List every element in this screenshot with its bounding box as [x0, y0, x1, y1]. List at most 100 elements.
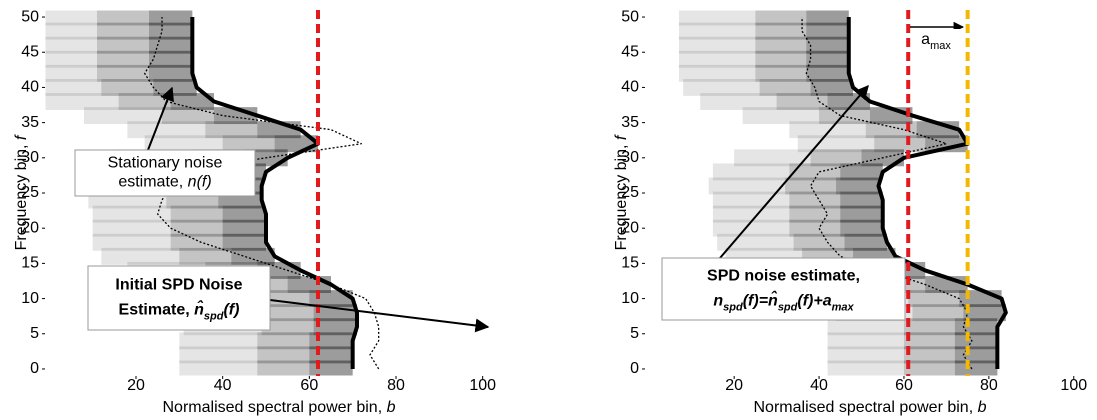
heatmap-cell [309, 290, 353, 308]
annotation-text: Initial SPD Noise [115, 277, 242, 294]
text-part: Normalised spectral power bin, [754, 399, 978, 416]
text-part: a [823, 293, 832, 310]
text-part: Normalised spectral power bin, [163, 399, 387, 416]
annotation-box [661, 257, 906, 321]
heatmap-cell [840, 191, 883, 209]
y-tick-label: 5 [30, 325, 39, 342]
heatmap-cell [170, 205, 266, 223]
heatmap-cell [806, 36, 849, 54]
heatmap-cell [819, 107, 913, 125]
heatmap-cell [45, 36, 193, 54]
text-part: max [930, 40, 951, 52]
y-tick-label: 0 [630, 360, 639, 377]
heatmap-cell [313, 318, 357, 336]
heatmap-cell [179, 332, 353, 350]
heatmap-cell [683, 78, 854, 96]
text-part: spd [204, 311, 224, 323]
heatmap-cell [793, 233, 887, 251]
heatmap-cell [231, 247, 275, 265]
heatmap-cell [810, 149, 904, 167]
heatmap-cell [903, 318, 998, 336]
heatmap-cell [45, 78, 197, 96]
heatmap-cell [954, 360, 998, 376]
y-tick-label: 15 [621, 255, 639, 272]
heatmap-cell [170, 219, 266, 237]
text-part: (f)= [743, 293, 768, 310]
heatmap-cell [92, 219, 267, 237]
heatmap-cell [759, 78, 854, 96]
heatmap-cell [84, 107, 258, 125]
y-tick-label: 45 [21, 43, 39, 60]
heatmap-cell [700, 93, 870, 110]
text-part: n [713, 293, 723, 310]
text-part: spd [778, 301, 798, 313]
heatmap-cell [222, 135, 318, 153]
heatmap-cell [865, 121, 960, 139]
text-part: (f)+ [797, 293, 822, 310]
x-tick-label: 80 [980, 377, 998, 394]
heatmap-cell [708, 177, 879, 195]
y-tick-label: 25 [21, 184, 39, 201]
heatmap-cell [257, 346, 353, 364]
x-tick-label: 20 [725, 377, 743, 394]
heatmap-cell [908, 290, 1002, 308]
text-part: n̂ [194, 299, 204, 319]
heatmap-cell [149, 22, 193, 40]
text-part: Frequency bin, [13, 140, 30, 250]
heatmap-cell [257, 290, 353, 308]
y-tick-label: 20 [621, 219, 639, 236]
text-part: SPD noise estimate, [707, 268, 860, 285]
annotation-text: SPD noise estimate, [707, 268, 860, 285]
text-part: b [387, 399, 396, 416]
heatmap-cell [806, 22, 849, 40]
heatmap-cell [789, 163, 883, 181]
annotation-arrow [269, 299, 490, 333]
heatmap-cell [903, 332, 998, 350]
x-tick-label: 60 [895, 377, 913, 394]
y-tick-label: 30 [21, 149, 39, 166]
y-tick-label: 40 [621, 79, 639, 96]
heatmap-cell [810, 78, 854, 96]
heatmap-cell [678, 22, 849, 40]
heatmap-cell [97, 22, 193, 40]
y-tick-label: 35 [21, 114, 39, 131]
y-tick-label: 20 [21, 219, 39, 236]
y-tick-label: 35 [621, 114, 639, 131]
heatmap-cell [678, 10, 849, 26]
annotation-box [912, 29, 960, 51]
heatmap-cell [149, 64, 193, 82]
text-part: (f) [223, 302, 239, 319]
heatmap-cell [149, 50, 193, 68]
y-tick-label: 10 [21, 290, 39, 307]
y-tick-label: 50 [21, 8, 39, 25]
heatmap-cell [827, 318, 998, 336]
heatmap-cell [127, 121, 301, 139]
x-axis-title: Normalised spectral power bin, b [163, 399, 396, 416]
annotation-box [87, 265, 271, 331]
heatmap-cell [789, 205, 883, 223]
y-tick-label: 10 [621, 290, 639, 307]
text-part: n̂ [768, 290, 778, 310]
heatmap-cell [179, 360, 353, 376]
heatmap-cell [179, 346, 353, 364]
annotation-text: Estimate, n̂spd(f) [119, 299, 240, 323]
heatmap-cell [97, 50, 193, 68]
heatmap-cell [149, 10, 193, 26]
annotation-text: amax [921, 31, 951, 52]
x-tick-label: 20 [127, 377, 145, 394]
heatmap-cell [903, 360, 998, 376]
y-tick-label: 30 [621, 149, 639, 166]
heatmap-cell [912, 304, 1006, 322]
heatmap-cell [97, 36, 193, 54]
y-tick-label: 0 [30, 360, 39, 377]
y-tick-label: 45 [621, 43, 639, 60]
plot-area [678, 10, 1008, 376]
heatmap-cell [92, 205, 267, 223]
y-tick-label: 15 [21, 255, 39, 272]
text-part: Estimate, [119, 302, 195, 319]
heatmap-cell [840, 219, 883, 237]
heatmap-cell [836, 177, 879, 195]
annotation-arrow [719, 84, 869, 259]
heatmap-cell [149, 36, 193, 54]
